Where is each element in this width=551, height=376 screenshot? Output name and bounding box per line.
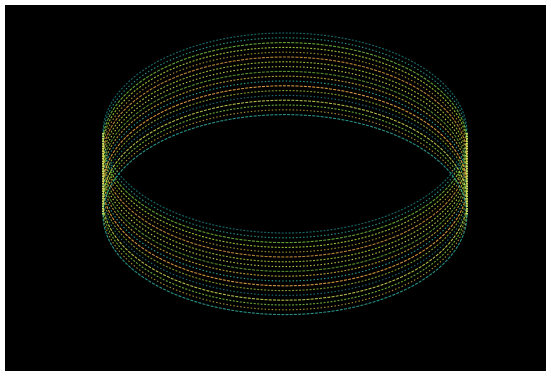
ring-line [102,94,468,296]
ring-line [102,85,468,287]
ring-line [102,70,468,272]
ring-line [102,61,468,263]
ring-line [102,66,468,268]
render-viewport [5,5,546,371]
ring-line [102,46,468,248]
ring-line [102,51,468,253]
ring-line [102,80,468,282]
ring-line [102,104,468,306]
ring-line [102,75,468,277]
ring-line [102,90,468,292]
cylinder-ring-graphic [102,32,468,316]
ring-line [102,56,468,258]
ring-line [102,99,468,301]
ring-line [102,114,468,316]
